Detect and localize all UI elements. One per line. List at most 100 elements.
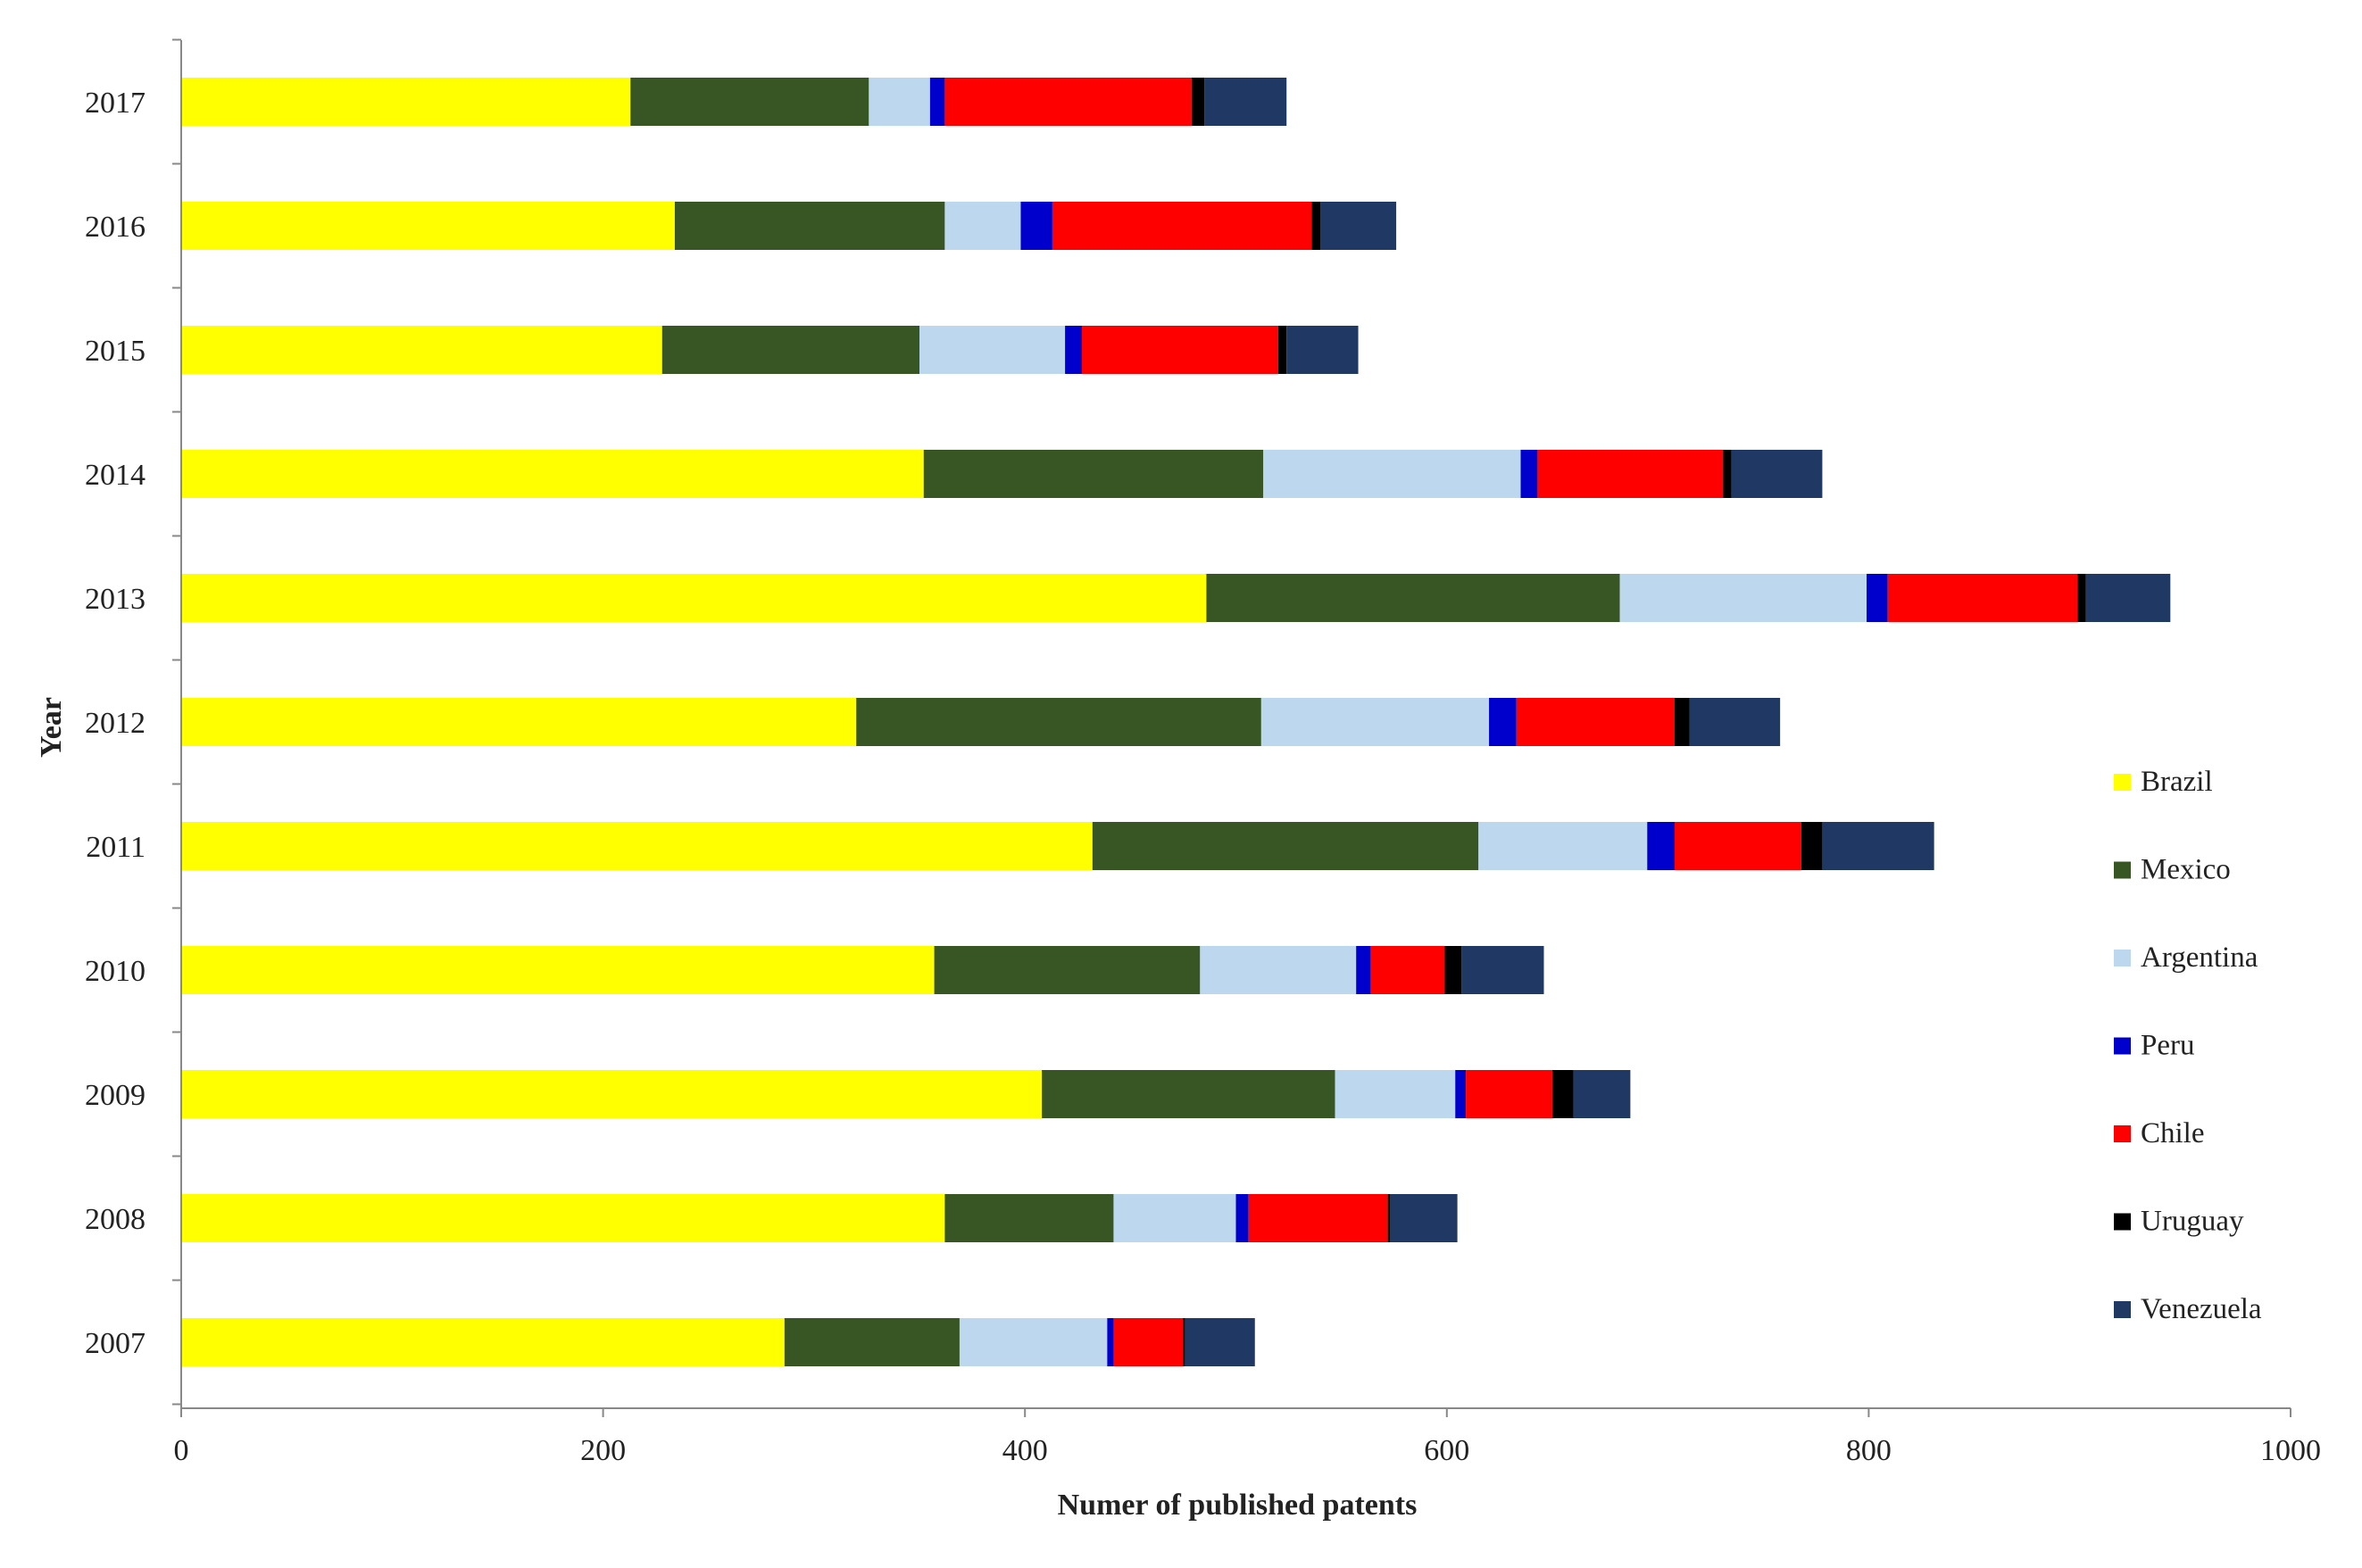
bar-peru-2015 <box>1065 326 1082 374</box>
legend-swatch-chile <box>2114 1125 2131 1142</box>
y-tick-label-2007: 2007 <box>85 1327 146 1360</box>
bar-chile-2011 <box>1675 822 1801 870</box>
bar-argentina-2014 <box>1263 450 1521 498</box>
bar-mexico-2010 <box>934 946 1201 994</box>
bar-uruguay-2017 <box>1191 78 1205 126</box>
bar-uruguay-2009 <box>1551 1070 1574 1118</box>
bar-mexico-2016 <box>674 202 945 250</box>
legend-label-venezuela: Venezuela <box>2141 1293 2262 1325</box>
bar-argentina-2016 <box>944 202 1021 250</box>
bar-uruguay-2012 <box>1675 698 1690 746</box>
y-tick-label-2013: 2013 <box>85 583 146 616</box>
y-tick-label-2011: 2011 <box>86 831 146 864</box>
y-axis-ticks: 2017 2016 2015 2014 2013 2012 2011 2010 2009 2008… <box>85 38 181 1406</box>
y-tick-label-2015: 2015 <box>85 335 146 368</box>
bar-brazil-2016 <box>181 202 675 250</box>
legend-swatch-uruguay <box>2114 1213 2131 1231</box>
bar-mexico-2015 <box>661 326 920 374</box>
bar-uruguay-2016 <box>1311 202 1321 250</box>
bar-brazil-2012 <box>181 698 857 746</box>
bar-brazil-2013 <box>181 574 1207 622</box>
bar-brazil-2017 <box>181 78 631 126</box>
bar-mexico-2013 <box>1206 574 1620 622</box>
bar-chile-2008 <box>1248 1194 1388 1242</box>
bar-argentina-2015 <box>919 326 1066 374</box>
bar-venezuela-2011 <box>1822 822 1934 870</box>
bar-uruguay-2015 <box>1277 326 1287 374</box>
bar-venezuela-2014 <box>1731 450 1823 498</box>
bar-mexico-2011 <box>1092 822 1479 870</box>
x-tick-label-800: 800 <box>1846 1434 1892 1467</box>
legend-label-chile: Chile <box>2141 1117 2205 1149</box>
bar-argentina-2012 <box>1260 698 1490 746</box>
bar-brazil-2008 <box>181 1194 945 1242</box>
bar-brazil-2014 <box>181 450 924 498</box>
bar-brazil-2011 <box>181 822 1093 870</box>
x-tick-label-200: 200 <box>580 1434 626 1467</box>
y-tick-label-2009: 2009 <box>85 1079 146 1112</box>
x-tick-label-1000: 1000 <box>2260 1434 2321 1467</box>
y-axis-title: Year <box>35 697 68 758</box>
bar-chile-2007 <box>1113 1318 1184 1366</box>
bar-peru-2008 <box>1235 1194 1249 1242</box>
x-tick-label-600: 600 <box>1424 1434 1469 1467</box>
y-tick-label-2016: 2016 <box>85 211 146 244</box>
bars-group <box>181 78 2171 1366</box>
y-tick-label-2008: 2008 <box>85 1203 146 1236</box>
bar-venezuela-2016 <box>1320 202 1397 250</box>
bar-uruguay-2008 <box>1387 1194 1390 1242</box>
y-tick-label-2010: 2010 <box>85 955 146 988</box>
bar-mexico-2008 <box>944 1194 1114 1242</box>
bar-uruguay-2014 <box>1723 450 1732 498</box>
bar-brazil-2015 <box>181 326 662 374</box>
x-tick-label-400: 400 <box>1002 1434 1048 1467</box>
bar-mexico-2012 <box>856 698 1261 746</box>
legend-label-brazil: Brazil <box>2141 766 2213 798</box>
bar-peru-2013 <box>1867 574 1888 622</box>
bar-peru-2012 <box>1489 698 1517 746</box>
bar-venezuela-2009 <box>1573 1070 1631 1118</box>
bar-venezuela-2007 <box>1185 1318 1255 1366</box>
bar-peru-2016 <box>1020 202 1052 250</box>
bar-chile-2016 <box>1052 202 1312 250</box>
bar-mexico-2017 <box>630 78 869 126</box>
bar-venezuela-2013 <box>2085 574 2171 622</box>
bar-uruguay-2011 <box>1801 822 1823 870</box>
bar-chile-2015 <box>1082 326 1278 374</box>
bar-chile-2017 <box>944 78 1192 126</box>
bar-mexico-2009 <box>1042 1070 1335 1118</box>
bar-peru-2007 <box>1107 1318 1114 1366</box>
bar-brazil-2010 <box>181 946 935 994</box>
bar-venezuela-2015 <box>1286 326 1359 374</box>
y-tick-label-2014: 2014 <box>85 459 146 492</box>
bar-argentina-2008 <box>1113 1194 1236 1242</box>
y-tick-label-2012: 2012 <box>85 707 146 740</box>
bar-mexico-2007 <box>784 1318 960 1366</box>
bar-venezuela-2008 <box>1390 1194 1458 1242</box>
bar-peru-2017 <box>929 78 945 126</box>
legend-label-peru: Peru <box>2141 1030 2195 1062</box>
bar-uruguay-2013 <box>2077 574 2086 622</box>
bar-argentina-2017 <box>869 78 930 126</box>
bar-brazil-2009 <box>181 1070 1043 1118</box>
bar-uruguay-2010 <box>1444 946 1462 994</box>
legend-swatch-mexico <box>2114 861 2131 879</box>
bar-venezuela-2012 <box>1689 698 1781 746</box>
bar-peru-2014 <box>1520 450 1538 498</box>
legend-label-uruguay: Uruguay <box>2141 1206 2244 1238</box>
bar-venezuela-2017 <box>1204 78 1287 126</box>
legend-swatch-venezuela <box>2114 1301 2131 1318</box>
legend-swatch-brazil <box>2114 774 2131 791</box>
bar-uruguay-2007 <box>1183 1318 1185 1366</box>
bar-argentina-2007 <box>959 1318 1108 1366</box>
legend-label-mexico: Mexico <box>2141 854 2231 886</box>
bar-venezuela-2010 <box>1461 946 1544 994</box>
bar-peru-2010 <box>1356 946 1371 994</box>
bar-chile-2012 <box>1516 698 1675 746</box>
bar-peru-2011 <box>1647 822 1675 870</box>
bar-argentina-2013 <box>1619 574 1867 622</box>
bar-argentina-2011 <box>1478 822 1648 870</box>
bar-mexico-2014 <box>923 450 1264 498</box>
legend-swatch-peru <box>2114 1037 2131 1055</box>
